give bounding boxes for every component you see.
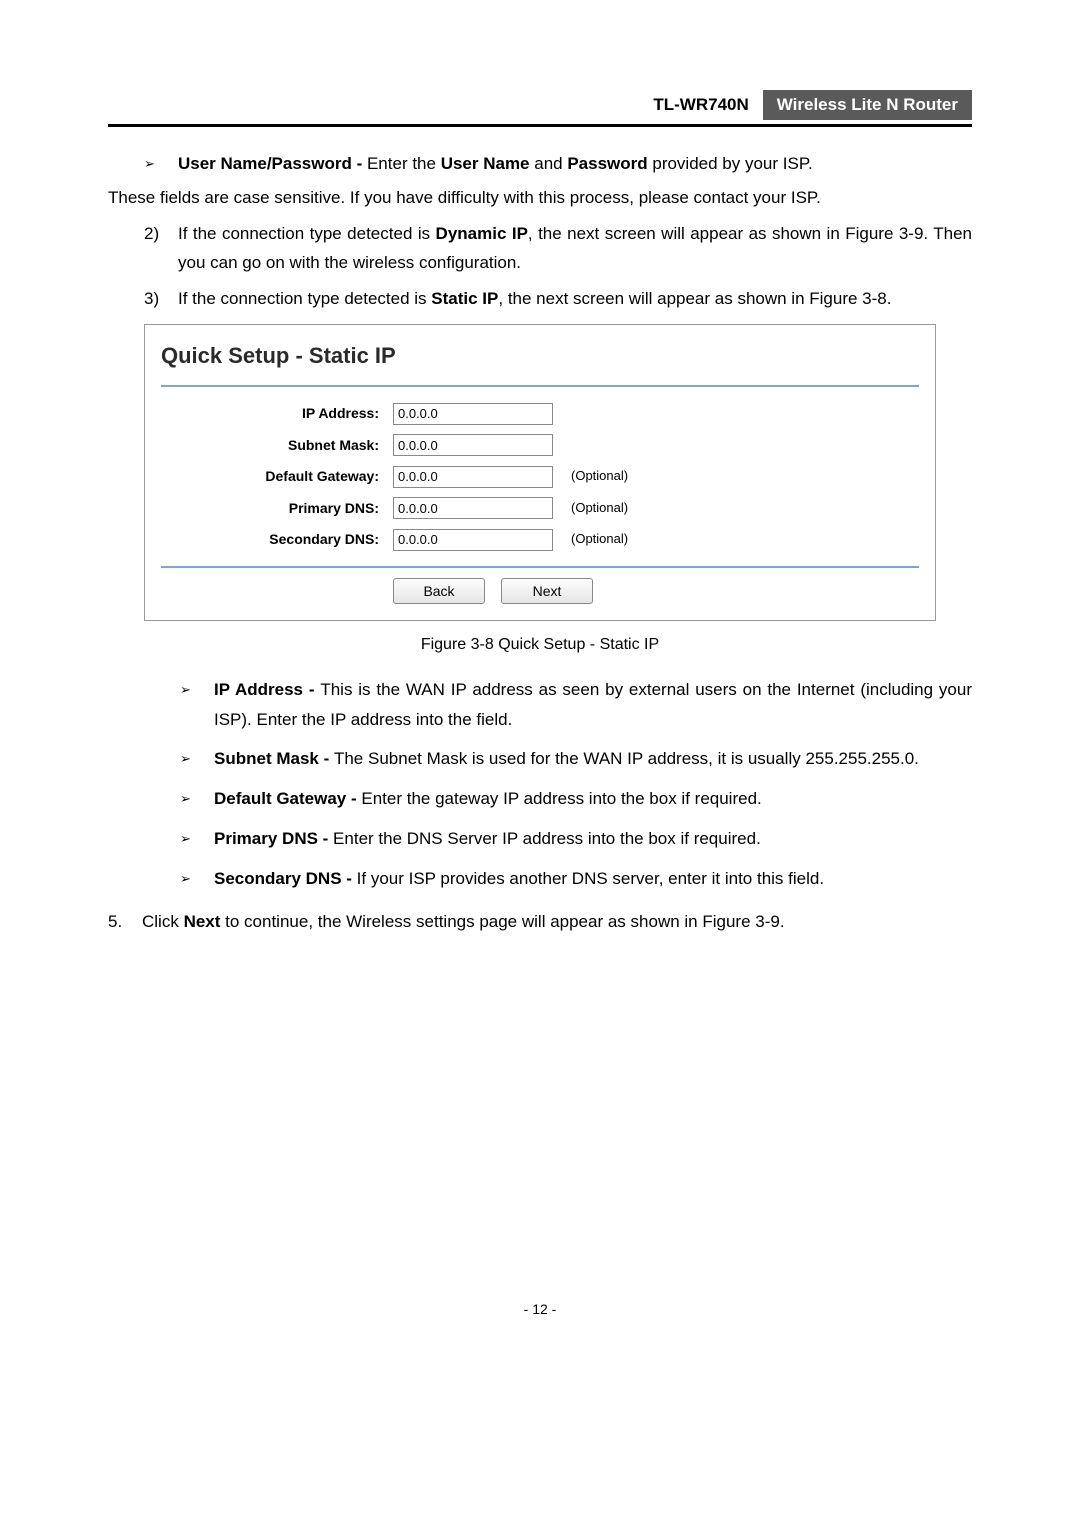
list-text: If the connection type detected is Dynam… <box>178 219 972 279</box>
row-subnet-mask: Subnet Mask: <box>161 433 919 458</box>
row-secondary-dns: Secondary DNS: (Optional) <box>161 527 919 552</box>
bullet-icon: ➢ <box>180 675 214 735</box>
bullet-ip-address: ➢ IP Address - This is the WAN IP addres… <box>180 675 972 735</box>
header-model: TL-WR740N <box>643 91 758 119</box>
figure-caption: Figure 3-8 Quick Setup - Static IP <box>108 631 972 659</box>
note-optional: (Optional) <box>571 465 628 488</box>
intro-followup: These fields are case sensitive. If you … <box>108 183 972 213</box>
bullet-icon: ➢ <box>144 149 178 179</box>
header-underline <box>108 124 972 127</box>
bullet-icon: ➢ <box>180 824 214 854</box>
next-button[interactable]: Next <box>501 578 593 604</box>
row-default-gateway: Default Gateway: (Optional) <box>161 464 919 489</box>
bullet-primary-dns: ➢ Primary DNS - Enter the DNS Server IP … <box>180 824 972 854</box>
input-secondary-dns[interactable] <box>393 529 553 551</box>
bullet-text: Default Gateway - Enter the gateway IP a… <box>214 784 972 814</box>
list-item-2: 2) If the connection type detected is Dy… <box>144 219 972 279</box>
note-optional: (Optional) <box>571 528 628 551</box>
list-item-3: 3) If the connection type detected is St… <box>144 284 972 314</box>
document-page: TL-WR740N Wireless Lite N Router ➢ User … <box>0 0 1080 1382</box>
bullet-text: IP Address - This is the WAN IP address … <box>214 675 972 735</box>
list-item-5: 5. Click Next to continue, the Wireless … <box>108 907 972 937</box>
bullet-icon: ➢ <box>180 784 214 814</box>
label-default-gateway: Default Gateway: <box>161 464 393 489</box>
input-ip-address[interactable] <box>393 403 553 425</box>
list-text: If the connection type detected is Stati… <box>178 284 972 314</box>
bullet-icon: ➢ <box>180 864 214 894</box>
note-optional: (Optional) <box>571 497 628 520</box>
figure-separator <box>161 385 919 387</box>
bullet-default-gateway: ➢ Default Gateway - Enter the gateway IP… <box>180 784 972 814</box>
bullet-secondary-dns: ➢ Secondary DNS - If your ISP provides a… <box>180 864 972 894</box>
body-content: ➢ User Name/Password - Enter the User Na… <box>108 149 972 1322</box>
button-row: Back Next <box>393 578 919 604</box>
back-button[interactable]: Back <box>393 578 485 604</box>
label-ip-address: IP Address: <box>161 401 393 426</box>
row-primary-dns: Primary DNS: (Optional) <box>161 496 919 521</box>
page-number: - 12 - <box>108 1297 972 1322</box>
bullet-text: Primary DNS - Enter the DNS Server IP ad… <box>214 824 972 854</box>
list-number: 5. <box>108 907 142 937</box>
bullet-text: Secondary DNS - If your ISP provides ano… <box>214 864 972 894</box>
page-header: TL-WR740N Wireless Lite N Router <box>108 90 972 120</box>
list-number: 3) <box>144 284 178 314</box>
list-number: 2) <box>144 219 178 279</box>
input-default-gateway[interactable] <box>393 466 553 488</box>
row-ip-address: IP Address: <box>161 401 919 426</box>
header-product-badge: Wireless Lite N Router <box>763 90 972 120</box>
list-text: Click Next to continue, the Wireless set… <box>142 907 972 937</box>
input-subnet-mask[interactable] <box>393 434 553 456</box>
figure-separator <box>161 566 919 568</box>
label-secondary-dns: Secondary DNS: <box>161 527 393 552</box>
bullet-text: User Name/Password - Enter the User Name… <box>178 149 972 179</box>
input-primary-dns[interactable] <box>393 497 553 519</box>
label-primary-dns: Primary DNS: <box>161 496 393 521</box>
label-subnet-mask: Subnet Mask: <box>161 433 393 458</box>
bullet-subnet-mask: ➢ Subnet Mask - The Subnet Mask is used … <box>180 744 972 774</box>
bullet-text: Subnet Mask - The Subnet Mask is used fo… <box>214 744 972 774</box>
bullet-icon: ➢ <box>180 744 214 774</box>
figure-quick-setup: Quick Setup - Static IP IP Address: Subn… <box>144 324 936 621</box>
label-user-password: User Name/Password - <box>178 154 367 173</box>
bullet-user-password: ➢ User Name/Password - Enter the User Na… <box>144 149 972 179</box>
figure-title: Quick Setup - Static IP <box>161 337 919 376</box>
